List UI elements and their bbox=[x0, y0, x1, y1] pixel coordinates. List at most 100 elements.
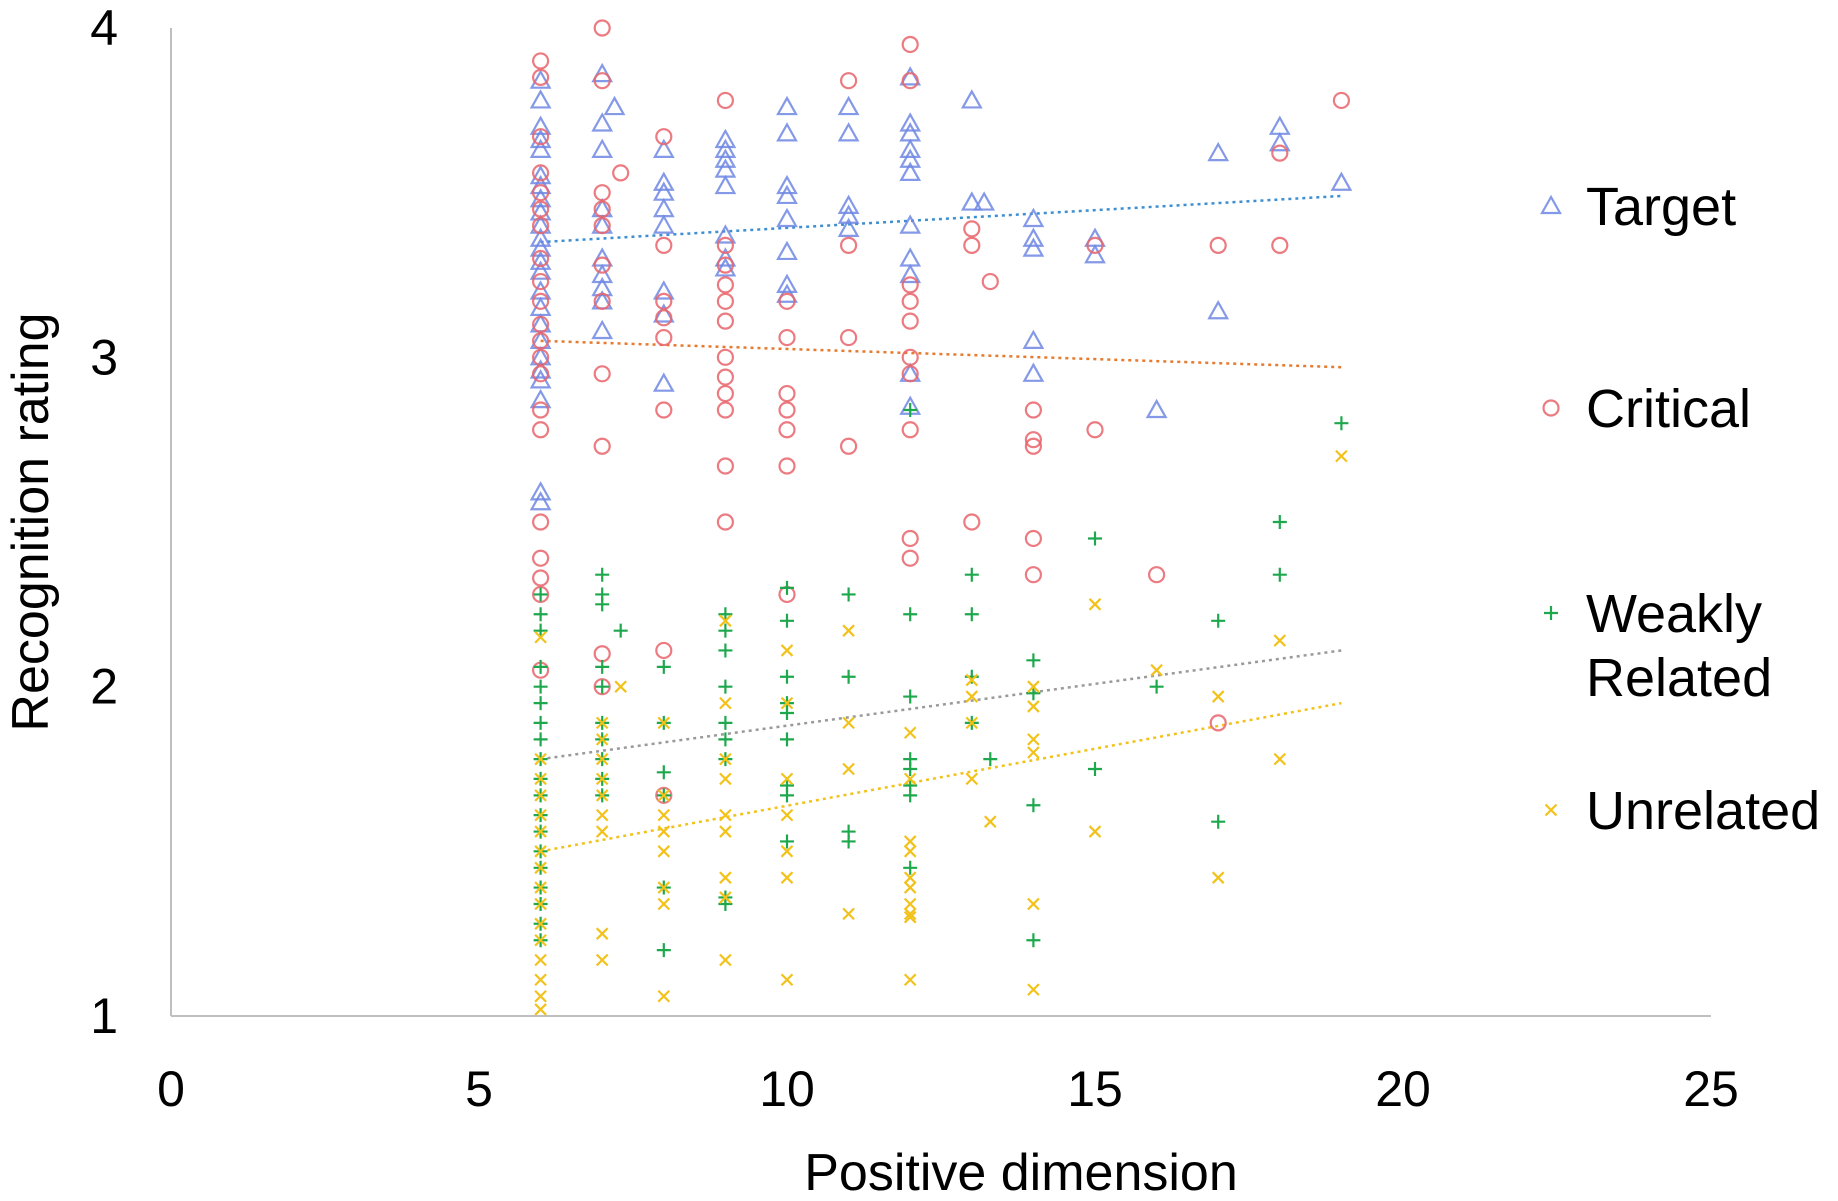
data-point bbox=[529, 174, 552, 195]
data-point bbox=[533, 659, 548, 674]
data-point bbox=[716, 368, 735, 386]
data-point bbox=[657, 825, 671, 838]
data-point bbox=[714, 224, 737, 244]
data-point bbox=[531, 272, 550, 291]
data-point bbox=[716, 401, 735, 419]
data-point bbox=[899, 263, 922, 284]
trendline bbox=[540, 649, 1342, 761]
data-point bbox=[901, 549, 919, 567]
data-point bbox=[529, 201, 552, 221]
data-point bbox=[839, 236, 858, 254]
data-point bbox=[903, 845, 917, 858]
data-point bbox=[531, 249, 550, 268]
data-point bbox=[652, 214, 675, 234]
data-point bbox=[780, 696, 794, 710]
data-point bbox=[716, 236, 735, 254]
data-point bbox=[1022, 329, 1045, 349]
data-point bbox=[529, 359, 552, 379]
data-point bbox=[533, 732, 548, 747]
data-point bbox=[534, 752, 547, 766]
data-point bbox=[593, 19, 611, 37]
data-point bbox=[529, 481, 552, 501]
data-point bbox=[531, 549, 550, 567]
data-point bbox=[652, 138, 675, 158]
data-point bbox=[531, 365, 550, 383]
data-point bbox=[1211, 871, 1225, 884]
data-point bbox=[1027, 983, 1040, 996]
data-point bbox=[534, 861, 547, 875]
data-point bbox=[529, 227, 552, 247]
y-tick-label: 4 bbox=[90, 0, 118, 56]
x-tick-label: 20 bbox=[1375, 1061, 1431, 1117]
data-point bbox=[595, 772, 609, 786]
data-point bbox=[718, 897, 733, 912]
data-point bbox=[1022, 237, 1045, 257]
trendlines bbox=[540, 194, 1342, 853]
data-point bbox=[595, 597, 610, 612]
data-point bbox=[776, 122, 798, 142]
data-point bbox=[655, 401, 673, 419]
data-point bbox=[656, 943, 671, 958]
data-point bbox=[1027, 746, 1040, 759]
data-point bbox=[529, 138, 552, 158]
data-point bbox=[657, 845, 671, 858]
data-point bbox=[595, 808, 609, 822]
data-point bbox=[655, 128, 673, 146]
data-point bbox=[903, 689, 918, 704]
data-point bbox=[839, 72, 858, 90]
data-point bbox=[780, 973, 794, 987]
data-point bbox=[1024, 437, 1043, 455]
data-point bbox=[965, 772, 979, 786]
data-point bbox=[899, 161, 922, 182]
data-point bbox=[719, 614, 732, 628]
data-point bbox=[716, 348, 735, 366]
data-point bbox=[1149, 679, 1164, 694]
legend-label: Weakly Related bbox=[1586, 584, 1772, 708]
data-point bbox=[595, 789, 609, 802]
y-tick-labels: 1 2 3 4 bbox=[90, 0, 118, 1044]
data-point bbox=[842, 762, 855, 776]
x-tick-label: 5 bbox=[465, 1061, 493, 1117]
data-point bbox=[903, 973, 917, 987]
data-point bbox=[529, 490, 552, 511]
data-point bbox=[901, 72, 919, 90]
data-point bbox=[776, 283, 798, 303]
data-point bbox=[716, 457, 735, 475]
data-point bbox=[529, 388, 552, 409]
data-point bbox=[593, 72, 611, 90]
data-point bbox=[613, 623, 628, 638]
data-point bbox=[1211, 814, 1226, 829]
data-point bbox=[903, 772, 917, 786]
data-point bbox=[716, 384, 735, 403]
data-point bbox=[657, 789, 671, 802]
data-point bbox=[842, 624, 855, 637]
data-point bbox=[778, 421, 796, 439]
data-point bbox=[595, 567, 610, 582]
data-point bbox=[534, 933, 547, 947]
data-point bbox=[776, 184, 798, 205]
legend-marker bbox=[1540, 194, 1562, 215]
data-point bbox=[719, 808, 732, 822]
data-point bbox=[901, 529, 919, 548]
data-point bbox=[593, 645, 611, 663]
data-point bbox=[778, 384, 796, 403]
data-point bbox=[842, 716, 855, 730]
data-point bbox=[1207, 299, 1230, 320]
data-point bbox=[1268, 132, 1291, 152]
data-point bbox=[1272, 515, 1287, 529]
y-tick-label: 1 bbox=[90, 988, 118, 1044]
x-tick-label: 0 bbox=[157, 1061, 185, 1117]
data-point bbox=[655, 786, 673, 804]
data-point bbox=[529, 69, 552, 89]
data-point bbox=[533, 696, 548, 711]
data-point bbox=[963, 236, 981, 254]
data-point bbox=[899, 214, 922, 234]
legend-marker bbox=[1544, 606, 1558, 620]
data-point bbox=[529, 115, 552, 135]
data-point bbox=[533, 587, 548, 602]
data-point bbox=[533, 715, 548, 730]
data-point bbox=[533, 623, 548, 638]
data-point bbox=[716, 91, 735, 110]
data-point bbox=[839, 437, 858, 455]
data-point bbox=[531, 292, 550, 310]
